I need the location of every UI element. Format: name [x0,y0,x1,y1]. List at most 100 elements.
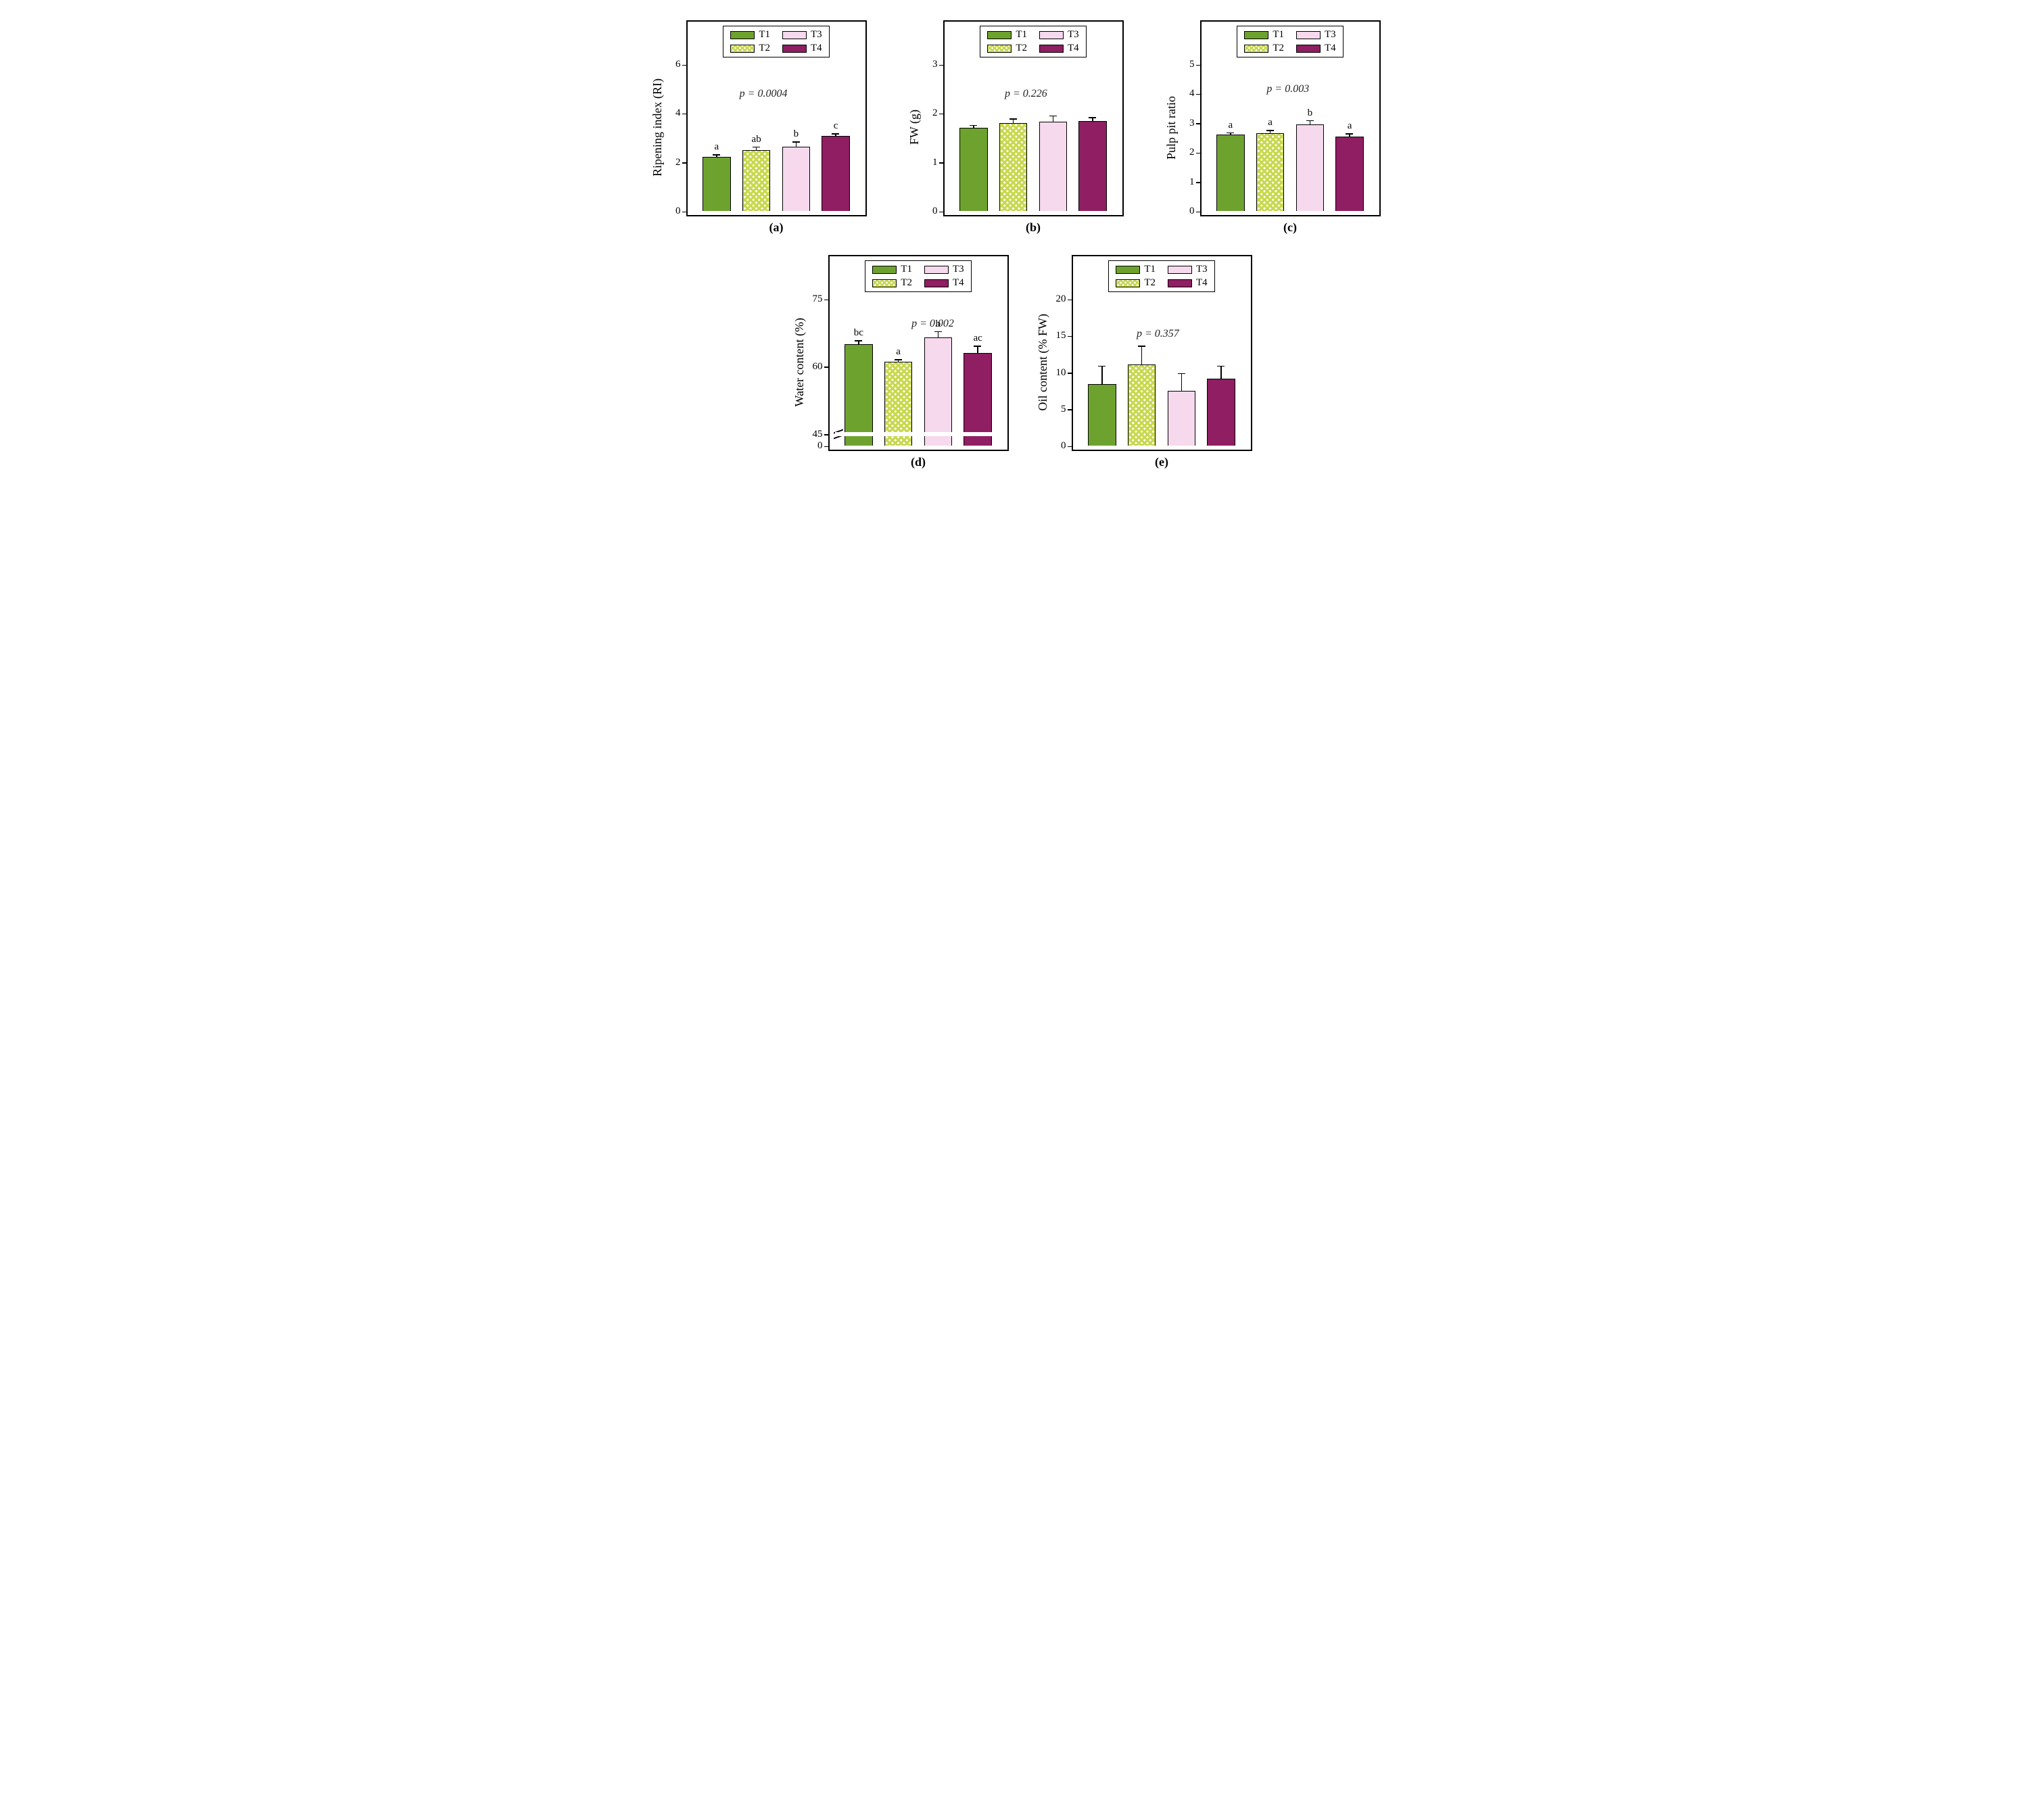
bar-e-t3 [1164,299,1199,446]
bar-rect-d-t1 [845,344,872,446]
legend-item-t1: T1 [1116,264,1156,275]
legend-label-t4: T4 [811,43,822,54]
y-ticks-b: 0123 [924,30,943,226]
plot-area-d: p = 0.002bcabac [835,299,1002,446]
y-axis-label-b: FW (g) [907,110,922,145]
y-axis-c: Pulp pit ratio012345 [1164,20,1200,235]
legend-item-t1: T1 [1244,29,1284,41]
legend: T1T3T2T4 [1237,26,1343,57]
y-tick-d-60: 60 [813,362,828,372]
y-tick-c-5: 5 [1189,60,1200,70]
legend-label-t4: T4 [1325,43,1336,54]
bar-c-t3: b [1293,64,1328,211]
bar-c-t1: a [1213,64,1248,211]
legend-swatch-t3 [1039,31,1064,39]
legend-item-t4: T4 [1039,43,1079,54]
y-axis-label-e: Oil content (% FW) [1036,314,1050,410]
bar-a-t3: b [779,64,814,211]
panel-b: FW (g)0123T1T3T2T4p = 0.226 (b) [907,20,1124,235]
legend-label-t3: T3 [953,264,964,275]
legend-label-t2: T2 [1144,277,1156,289]
plot-area-c: p = 0.003aaba [1207,64,1374,211]
bar-e-t2 [1124,299,1160,446]
y-ticks-c: 012345 [1181,30,1200,226]
bar-d-t4: ac [960,299,995,446]
legend-item-t3: T3 [1039,29,1079,41]
sig-c-t4: a [1348,120,1352,132]
sub-label-c: (c) [1200,220,1381,235]
bar-rect-a-t4 [822,136,849,211]
legend: T1 T3 T2 T4 [865,260,971,292]
panel-c: Pulp pit ratio012345T1T3T2T4p = 0.003aab… [1164,20,1381,235]
legend-swatch-t4 [1296,45,1321,53]
sig-c-t1: a [1229,120,1233,131]
y-tick-a-2: 2 [675,158,686,168]
y-tick-b-0: 0 [932,206,943,216]
legend-item-t2: T2 [872,277,912,289]
y-ticks-d: 0456075 [809,264,828,460]
sub-label-d: (d) [828,455,1009,469]
errbar-b-t1 [973,125,974,128]
errbar-d-t2 [898,359,899,362]
legend-label-t2: T2 [901,277,912,289]
errbar-a-t4 [835,133,836,136]
y-tick-d-75: 75 [813,294,828,304]
sig-a-t2: ab [752,134,761,145]
legend-swatch-t1 [1116,266,1140,274]
sig-d-t4: ac [973,333,982,344]
legend-item-t4: T4 [924,277,964,289]
sub-label-e: (e) [1072,455,1252,469]
y-axis-label-d: Water content (%) [792,318,807,406]
legend-item-t3: T3 [924,264,964,275]
bar-rect-b-t2 [999,123,1027,211]
panel-a: Ripening index (RI)0246T1T3T2T4p = 0.000… [650,20,867,235]
bar-rect-e-t2 [1128,364,1156,446]
errbar-b-t2 [1013,118,1014,123]
chart-box-a: T1T3T2T4p = 0.0004aabbc [686,20,867,216]
sub-label-a: (a) [686,220,867,235]
y-axis-a: Ripening index (RI)0246 [650,20,686,235]
bars-c: a a b a [1207,64,1374,211]
y-axis-b: FW (g)0123 [907,20,943,235]
bar-rect-c-t1 [1216,135,1244,211]
sig-d-t1: bc [854,327,863,339]
legend-swatch-t2 [1116,279,1140,287]
legend-item-t1: T1 [730,29,770,41]
bars-d: bcabac [835,299,1002,446]
errbar-d-t4 [977,346,978,353]
bar-rect-e-t3 [1168,391,1195,446]
legend: T1 T3 T2 T4 [1108,260,1214,292]
legend-item-t2: T2 [730,43,770,54]
legend-label-t3: T3 [1325,29,1336,41]
bar-rect-b-t1 [959,128,987,211]
y-tick-c-1: 1 [1189,177,1200,187]
legend-swatch-t2 [987,45,1012,53]
bar-e-t4 [1204,299,1239,446]
legend-item-t4: T4 [1168,277,1208,289]
chart-box-b: T1T3T2T4p = 0.226 [943,20,1124,216]
errbar-a-t1 [716,154,717,157]
bar-rect-e-t1 [1088,384,1116,446]
legend-item-t3: T3 [1168,264,1208,275]
legend-swatch-t4 [924,279,949,287]
sig-c-t2: a [1268,117,1273,128]
errbar-c-t1 [1230,133,1231,135]
bars-a: aabbc [693,64,860,211]
y-axis-d: Water content (%)0456075 [792,255,828,469]
legend-label-t3: T3 [1196,264,1208,275]
legend-item-t1: T1 [872,264,912,275]
y-tick-e-15: 15 [1056,331,1072,341]
sub-label-b: (b) [943,220,1124,235]
plot-area-e: p = 0.357 [1078,299,1245,446]
sig-c-t3: b [1308,108,1313,119]
legend-label-t4: T4 [1068,43,1079,54]
bar-a-t1: a [699,64,734,211]
bar-b-t2 [996,64,1031,211]
bar-d-t3: b [921,299,956,446]
errbar-e-t1 [1101,366,1103,384]
legend-label-t1: T1 [1273,29,1284,41]
legend-item-t3: T3 [1296,29,1336,41]
legend-swatch-t2 [730,45,755,53]
legend-swatch-t4 [1168,279,1192,287]
legend-swatch-t1 [872,266,897,274]
